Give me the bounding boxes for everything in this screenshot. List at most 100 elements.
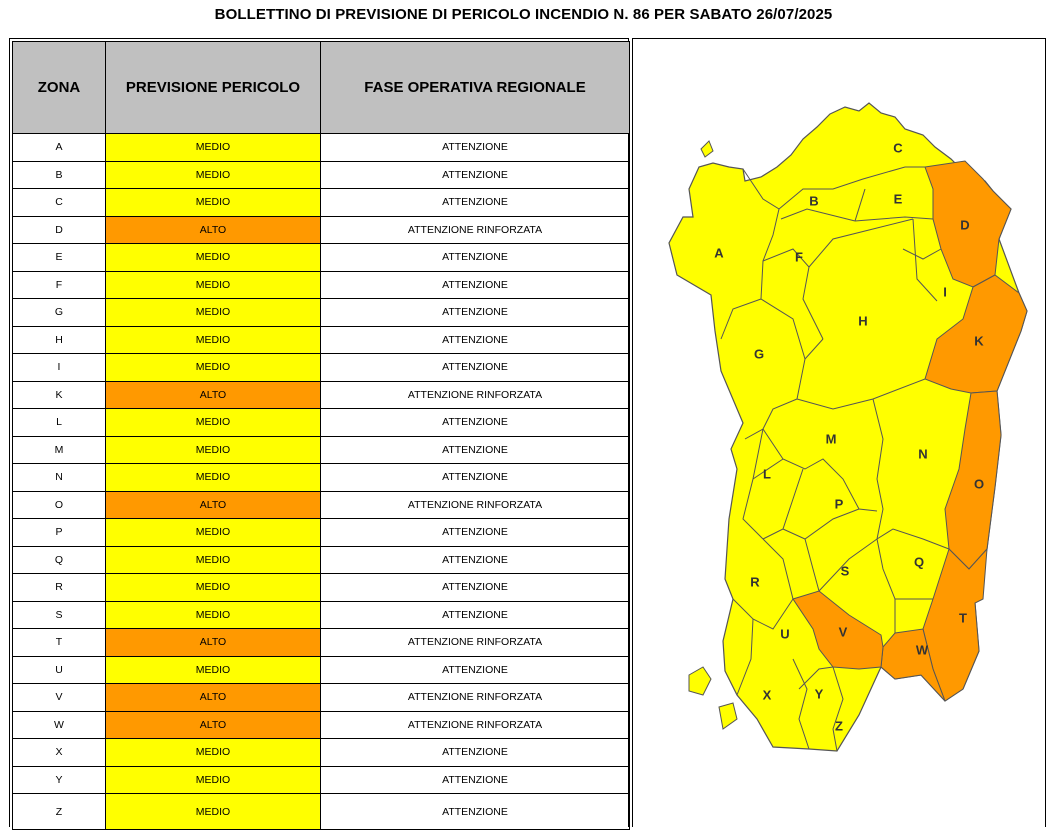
zone-v-area (792, 590, 884, 670)
fase-cell: ATTENZIONE (320, 133, 630, 162)
table-row: X MEDIO ATTENZIONE (12, 738, 630, 767)
zona-cell: F (12, 270, 106, 299)
map-zone-label-y: Y (815, 686, 824, 701)
previsione-cell: MEDIO (105, 408, 321, 437)
fase-cell: ATTENZIONE (320, 573, 630, 602)
header-fase: FASE OPERATIVA REGIONALE (320, 41, 630, 134)
fase-cell: ATTENZIONE (320, 243, 630, 272)
table-row: V ALTO ATTENZIONE RINFORZATA (12, 683, 630, 712)
table-row: M MEDIO ATTENZIONE (12, 435, 630, 464)
fase-cell: ATTENZIONE (320, 518, 630, 547)
table-row: K ALTO ATTENZIONE RINFORZATA (12, 380, 630, 409)
fase-cell: ATTENZIONE (320, 270, 630, 299)
table-header-row: ZONA PREVISIONE PERICOLO FASE OPERATIVA … (12, 41, 630, 134)
table-row: I MEDIO ATTENZIONE (12, 353, 630, 382)
zona-cell: V (12, 683, 106, 712)
map-zone-label-d: D (960, 217, 969, 232)
fase-cell: ATTENZIONE (320, 325, 630, 354)
zona-cell: L (12, 408, 106, 437)
table-row: L MEDIO ATTENZIONE (12, 408, 630, 437)
fase-cell: ATTENZIONE (320, 655, 630, 684)
previsione-cell: MEDIO (105, 325, 321, 354)
previsione-cell: MEDIO (105, 793, 321, 830)
map-zone-label-q: Q (914, 554, 924, 569)
previsione-cell: ALTO (105, 628, 321, 657)
fase-cell: ATTENZIONE (320, 435, 630, 464)
map-zone-label-s: S (841, 563, 850, 578)
table-row: C MEDIO ATTENZIONE (12, 188, 630, 217)
fase-cell: ATTENZIONE (320, 738, 630, 767)
table-row: Y MEDIO ATTENZIONE (12, 765, 630, 794)
sardinia-zone-map: A B C D E F G H I K L M N O P Q R S T U V W X Y Z (668, 102, 1028, 752)
map-zone-label-w: W (916, 642, 929, 657)
previsione-cell: MEDIO (105, 243, 321, 272)
zona-cell: T (12, 628, 106, 657)
zona-cell: N (12, 463, 106, 492)
zona-cell: D (12, 215, 106, 244)
previsione-cell: MEDIO (105, 600, 321, 629)
previsione-cell: MEDIO (105, 738, 321, 767)
zone-t-area (922, 547, 988, 702)
table-row: R MEDIO ATTENZIONE (12, 573, 630, 602)
zona-cell: R (12, 573, 106, 602)
island-asinara (700, 140, 714, 158)
table-row: B MEDIO ATTENZIONE (12, 160, 630, 189)
map-zone-label-n: N (918, 446, 927, 461)
table-row: A MEDIO ATTENZIONE (12, 133, 630, 162)
zona-cell: Y (12, 765, 106, 794)
map-zone-label-x: X (763, 687, 772, 702)
previsione-cell: MEDIO (105, 133, 321, 162)
fase-cell: ATTENZIONE RINFORZATA (320, 628, 630, 657)
header-zona: ZONA (12, 41, 106, 134)
previsione-cell: MEDIO (105, 545, 321, 574)
fase-cell: ATTENZIONE (320, 160, 630, 189)
previsione-cell: MEDIO (105, 518, 321, 547)
fase-cell: ATTENZIONE (320, 793, 630, 830)
zona-cell: H (12, 325, 106, 354)
fase-cell: ATTENZIONE (320, 298, 630, 327)
fase-cell: ATTENZIONE (320, 463, 630, 492)
island-sant-antioco (688, 666, 712, 696)
previsione-cell: MEDIO (105, 765, 321, 794)
map-zone-label-f: F (795, 249, 803, 264)
map-zone-label-r: R (750, 574, 760, 589)
map-zone-label-b: B (809, 193, 818, 208)
previsione-cell: MEDIO (105, 435, 321, 464)
zona-cell: G (12, 298, 106, 327)
previsione-cell: MEDIO (105, 655, 321, 684)
table-row: D ALTO ATTENZIONE RINFORZATA (12, 215, 630, 244)
fase-cell: ATTENZIONE (320, 600, 630, 629)
fase-cell: ATTENZIONE RINFORZATA (320, 490, 630, 519)
map-zone-label-i: I (943, 284, 947, 299)
bulletin-title: BOLLETTINO DI PREVISIONE DI PERICOLO INC… (214, 6, 833, 23)
map-zone-label-g: G (754, 346, 764, 361)
fase-cell: ATTENZIONE RINFORZATA (320, 683, 630, 712)
fase-cell: ATTENZIONE RINFORZATA (320, 710, 630, 739)
zone-borders (720, 166, 950, 752)
previsione-cell: ALTO (105, 380, 321, 409)
previsione-cell: MEDIO (105, 188, 321, 217)
table-row: Z MEDIO ATTENZIONE (12, 793, 630, 830)
zona-cell: B (12, 160, 106, 189)
zona-cell: C (12, 188, 106, 217)
fase-cell: ATTENZIONE (320, 188, 630, 217)
table-row: O ALTO ATTENZIONE RINFORZATA (12, 490, 630, 519)
previsione-cell: ALTO (105, 490, 321, 519)
zona-cell: M (12, 435, 106, 464)
previsione-cell: MEDIO (105, 573, 321, 602)
previsione-cell: MEDIO (105, 298, 321, 327)
table-row: U MEDIO ATTENZIONE (12, 655, 630, 684)
map-zone-label-z: Z (835, 718, 843, 733)
map-zone-label-c: C (893, 140, 903, 155)
table-row: P MEDIO ATTENZIONE (12, 518, 630, 547)
zona-cell: U (12, 655, 106, 684)
fase-cell: ATTENZIONE RINFORZATA (320, 380, 630, 409)
previsione-cell: ALTO (105, 710, 321, 739)
zona-cell: E (12, 243, 106, 272)
zona-cell: K (12, 380, 106, 409)
map-zone-label-e: E (894, 191, 903, 206)
header-previsione: PREVISIONE PERICOLO (105, 41, 321, 134)
map-zone-label-o: O (974, 476, 984, 491)
zona-cell: X (12, 738, 106, 767)
table-row: F MEDIO ATTENZIONE (12, 270, 630, 299)
